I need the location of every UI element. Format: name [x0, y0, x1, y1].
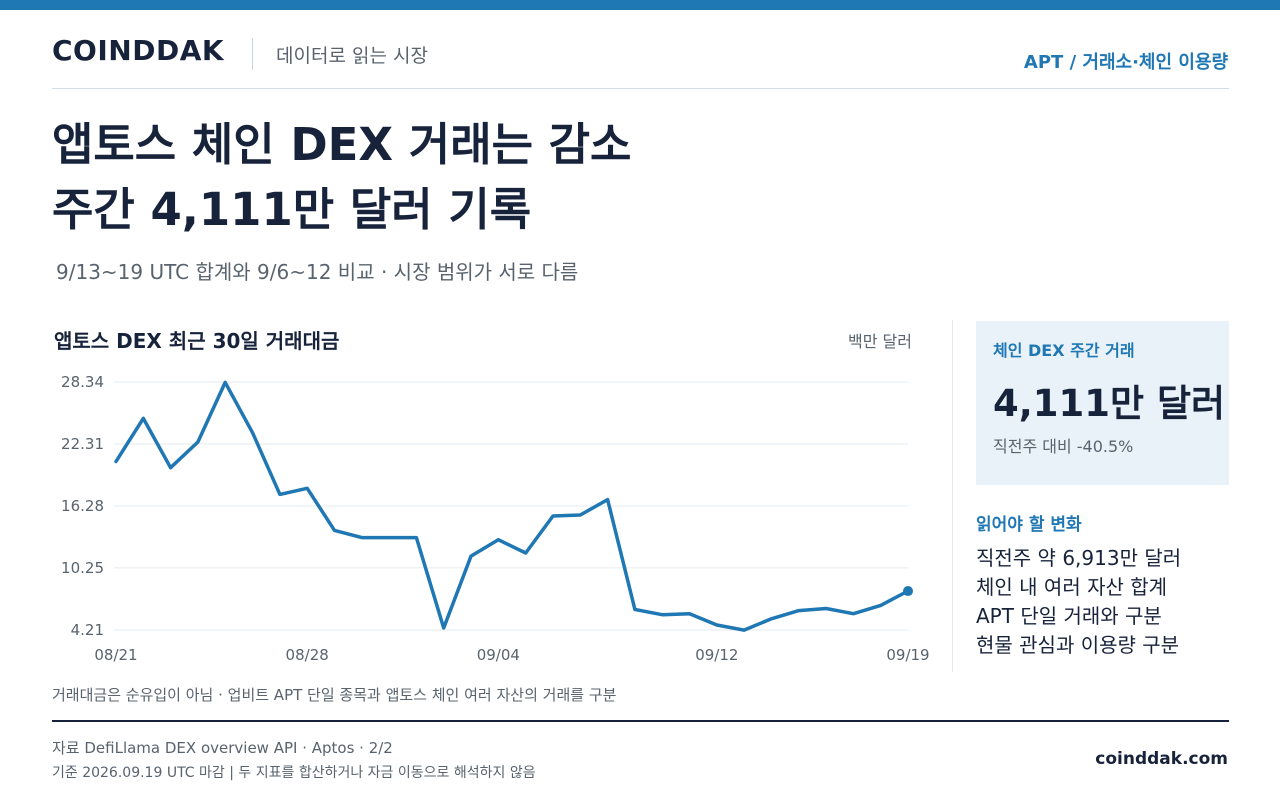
- notes-list: 직전주 약 6,913만 달러 체인 내 여러 자산 합계 APT 단일 거래와…: [976, 544, 1181, 660]
- kpi-value: 4,111만 달러: [993, 382, 1226, 425]
- notes-title: 읽어야 할 변화: [976, 515, 1082, 535]
- y-tick-label: 28.34: [61, 373, 104, 391]
- kpi-label: 체인 DEX 주간 거래: [993, 341, 1135, 360]
- chart-title: 앱토스 DEX 최근 30일 거래대금: [54, 329, 340, 353]
- series-line: [114, 380, 910, 632]
- kpi-card: 체인 DEX 주간 거래 4,111만 달러 직전주 대비 -40.5%: [976, 321, 1229, 485]
- headline-line-1: 앱토스 체인 DEX 거래는 감소: [52, 118, 632, 171]
- brand-logo[interactable]: COINDDAK: [52, 34, 225, 67]
- section-label: APT / 거래소·체인 이용량: [1023, 52, 1228, 73]
- page-subtitle: 9/13~19 UTC 합계와 9/6~12 비교 · 시장 범위가 서로 다름: [56, 260, 579, 284]
- x-tick-label: 09/19: [886, 646, 929, 664]
- chart-footnote: 거래대금은 순유입이 아님 · 업비트 APT 단일 종목과 앱토스 체인 여러…: [52, 686, 617, 704]
- y-tick-label: 22.31: [61, 435, 104, 453]
- x-tick-label: 09/12: [695, 646, 738, 664]
- kpi-delta: 직전주 대비 -40.5%: [993, 437, 1134, 456]
- source-note: 자료 DefiLlama DEX overview API · Aptos · …: [52, 739, 393, 757]
- footer-rule: [52, 720, 1229, 722]
- top-accent-bar: [0, 0, 1280, 10]
- y-tick-label: 4.21: [71, 621, 104, 639]
- site-link[interactable]: coinddak.com: [1095, 749, 1228, 769]
- x-tick-label: 09/04: [477, 646, 520, 664]
- headline-line-2: 주간 4,111만 달러 기록: [52, 183, 532, 236]
- sidebar-divider: [952, 320, 953, 672]
- y-tick-label: 16.28: [61, 497, 104, 515]
- notes-item: 직전주 약 6,913만 달러: [976, 546, 1182, 570]
- header-rule: [52, 88, 1229, 89]
- notes-item: APT 단일 거래와 구분: [976, 604, 1162, 628]
- basis-note: 기준 2026.09.19 UTC 마감 | 두 지표를 합산하거나 자금 이동…: [52, 765, 536, 781]
- last-data-point: [903, 586, 913, 597]
- y-tick-label: 10.25: [61, 559, 104, 577]
- brand-tagline: 데이터로 읽는 시장: [276, 45, 428, 67]
- chart-unit-label: 백만 달러: [848, 332, 912, 351]
- notes-item: 현물 관심과 이용량 구분: [976, 633, 1180, 657]
- x-tick-label: 08/21: [94, 646, 137, 664]
- page-headline: 앱토스 체인 DEX 거래는 감소 주간 4,111만 달러 기록: [52, 112, 631, 242]
- notes-item: 체인 내 여러 자산 합계: [976, 575, 1168, 599]
- brand-divider: [252, 38, 253, 70]
- x-tick-label: 08/28: [286, 646, 329, 664]
- volume-line-chart: 28.34 22.31 16.28 10.25 4.21 08/21 08/28 09/04 0…: [61, 373, 930, 664]
